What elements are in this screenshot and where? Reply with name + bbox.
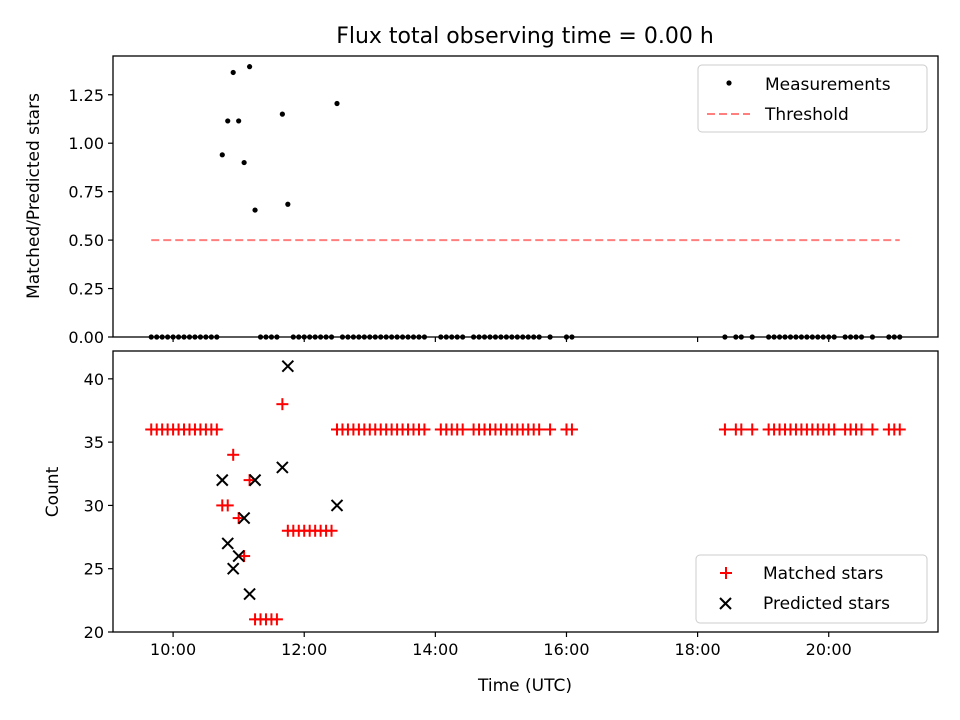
x-tick-label: 18:00: [675, 640, 721, 659]
matched-star-point: [418, 423, 431, 436]
predicted-star-point: [276, 461, 289, 474]
matched-star-point: [718, 423, 731, 436]
y-tick-label: 40: [84, 370, 104, 389]
predicted-star-point: [243, 587, 256, 601]
top-panel-ratio: Flux total observing time = 0.00 h Match…: [24, 24, 939, 347]
bottom-plot-frame: [112, 350, 939, 633]
x-tick-label: 14:00: [412, 640, 458, 659]
legend-matched-marker: [720, 567, 732, 579]
measurement-point: [252, 207, 258, 213]
matched-star-point: [544, 423, 557, 436]
legend-predicted-label: Predicted stars: [763, 594, 890, 614]
legend-matched-label: Matched stars: [763, 564, 883, 584]
measurement-point: [334, 100, 340, 107]
predicted-star-point: [237, 511, 251, 525]
top-y-axis-label: Matched/Predicted stars: [24, 93, 44, 299]
predicted-star-point: [216, 473, 229, 487]
matched-star-point: [276, 398, 289, 411]
chart-title: Flux total observing time = 0.00 h: [336, 24, 714, 49]
x-axis-label: Time (UTC): [477, 676, 572, 696]
matched-star-point: [828, 423, 841, 436]
legend-measurements-marker: [726, 80, 732, 86]
matched-star-point: [855, 423, 868, 436]
y-tick-label: 1.25: [68, 86, 104, 105]
y-tick-label: 0.25: [68, 280, 104, 299]
matched-star-point: [270, 613, 283, 626]
measurement-point: [219, 152, 225, 158]
matched-star-point: [210, 423, 223, 436]
matched-star-point: [221, 499, 234, 512]
y-tick-label: 0.50: [68, 231, 104, 250]
predicted-star-point: [221, 537, 234, 550]
legend-threshold-label: Threshold: [764, 105, 849, 125]
matched-star-point: [227, 448, 240, 461]
x-tick-label: 12:00: [281, 640, 327, 659]
matched-star-point: [866, 423, 879, 436]
predicted-star-point: [232, 549, 245, 563]
matched-star-point: [325, 524, 338, 537]
measurement-point: [236, 118, 242, 124]
y-tick-label: 35: [84, 433, 104, 452]
y-tick-label: 30: [84, 496, 104, 515]
matched-star-point: [533, 423, 546, 436]
legend-predicted-marker: [719, 597, 732, 610]
legend-measurements-label: Measurements: [765, 75, 891, 95]
top-plot-frame: [112, 55, 939, 338]
y-tick-label: 0.00: [68, 328, 104, 347]
measurement-point: [279, 111, 285, 117]
x-tick-label: 16:00: [543, 640, 589, 659]
matched-star-point: [243, 474, 256, 487]
bottom-panel-counts: Count Time (UTC) 10:00 12:00 14:00 16:00 18:…: [43, 350, 939, 696]
bottom-legend-box: [695, 554, 928, 624]
predicted-star-point: [248, 473, 262, 487]
matched-star-point: [232, 512, 245, 525]
measurement-point: [230, 69, 236, 76]
top-legend: Measurements Threshold: [697, 64, 928, 133]
y-tick-label: 1.00: [68, 134, 104, 153]
top-axis-ticks: 0.00 0.25 0.50 0.75 1.00 1.25: [68, 86, 830, 347]
predicted-star-point: [281, 359, 295, 373]
measurement-point: [225, 118, 231, 124]
matched-star-point: [893, 423, 906, 436]
measurement-point: [241, 159, 247, 166]
x-tick-label: 20:00: [806, 640, 852, 659]
matched-star-point: [565, 423, 578, 436]
matched-star-point: [456, 423, 469, 436]
y-tick-label: 25: [84, 560, 104, 579]
bottom-legend: Matched stars Predicted stars: [695, 554, 928, 624]
x-tick-label: 10:00: [150, 640, 196, 659]
y-tick-label: 20: [84, 623, 104, 642]
y-tick-label: 0.75: [68, 183, 104, 202]
matched-star-point: [735, 423, 748, 436]
matched-star-point: [238, 550, 251, 563]
matched-star-point: [746, 423, 759, 436]
bottom-plot-marks: [145, 359, 906, 626]
predicted-star-point: [330, 499, 344, 512]
measurement-point: [246, 64, 253, 70]
predicted-star-point: [226, 562, 240, 575]
measurement-point: [285, 201, 291, 207]
bottom-axis-ticks: 10:00 12:00 14:00 16:00 18:00 20:00 20 25 30 35 40: [84, 370, 852, 659]
top-legend-box: [697, 64, 928, 133]
bottom-y-axis-label: Count: [43, 466, 63, 517]
